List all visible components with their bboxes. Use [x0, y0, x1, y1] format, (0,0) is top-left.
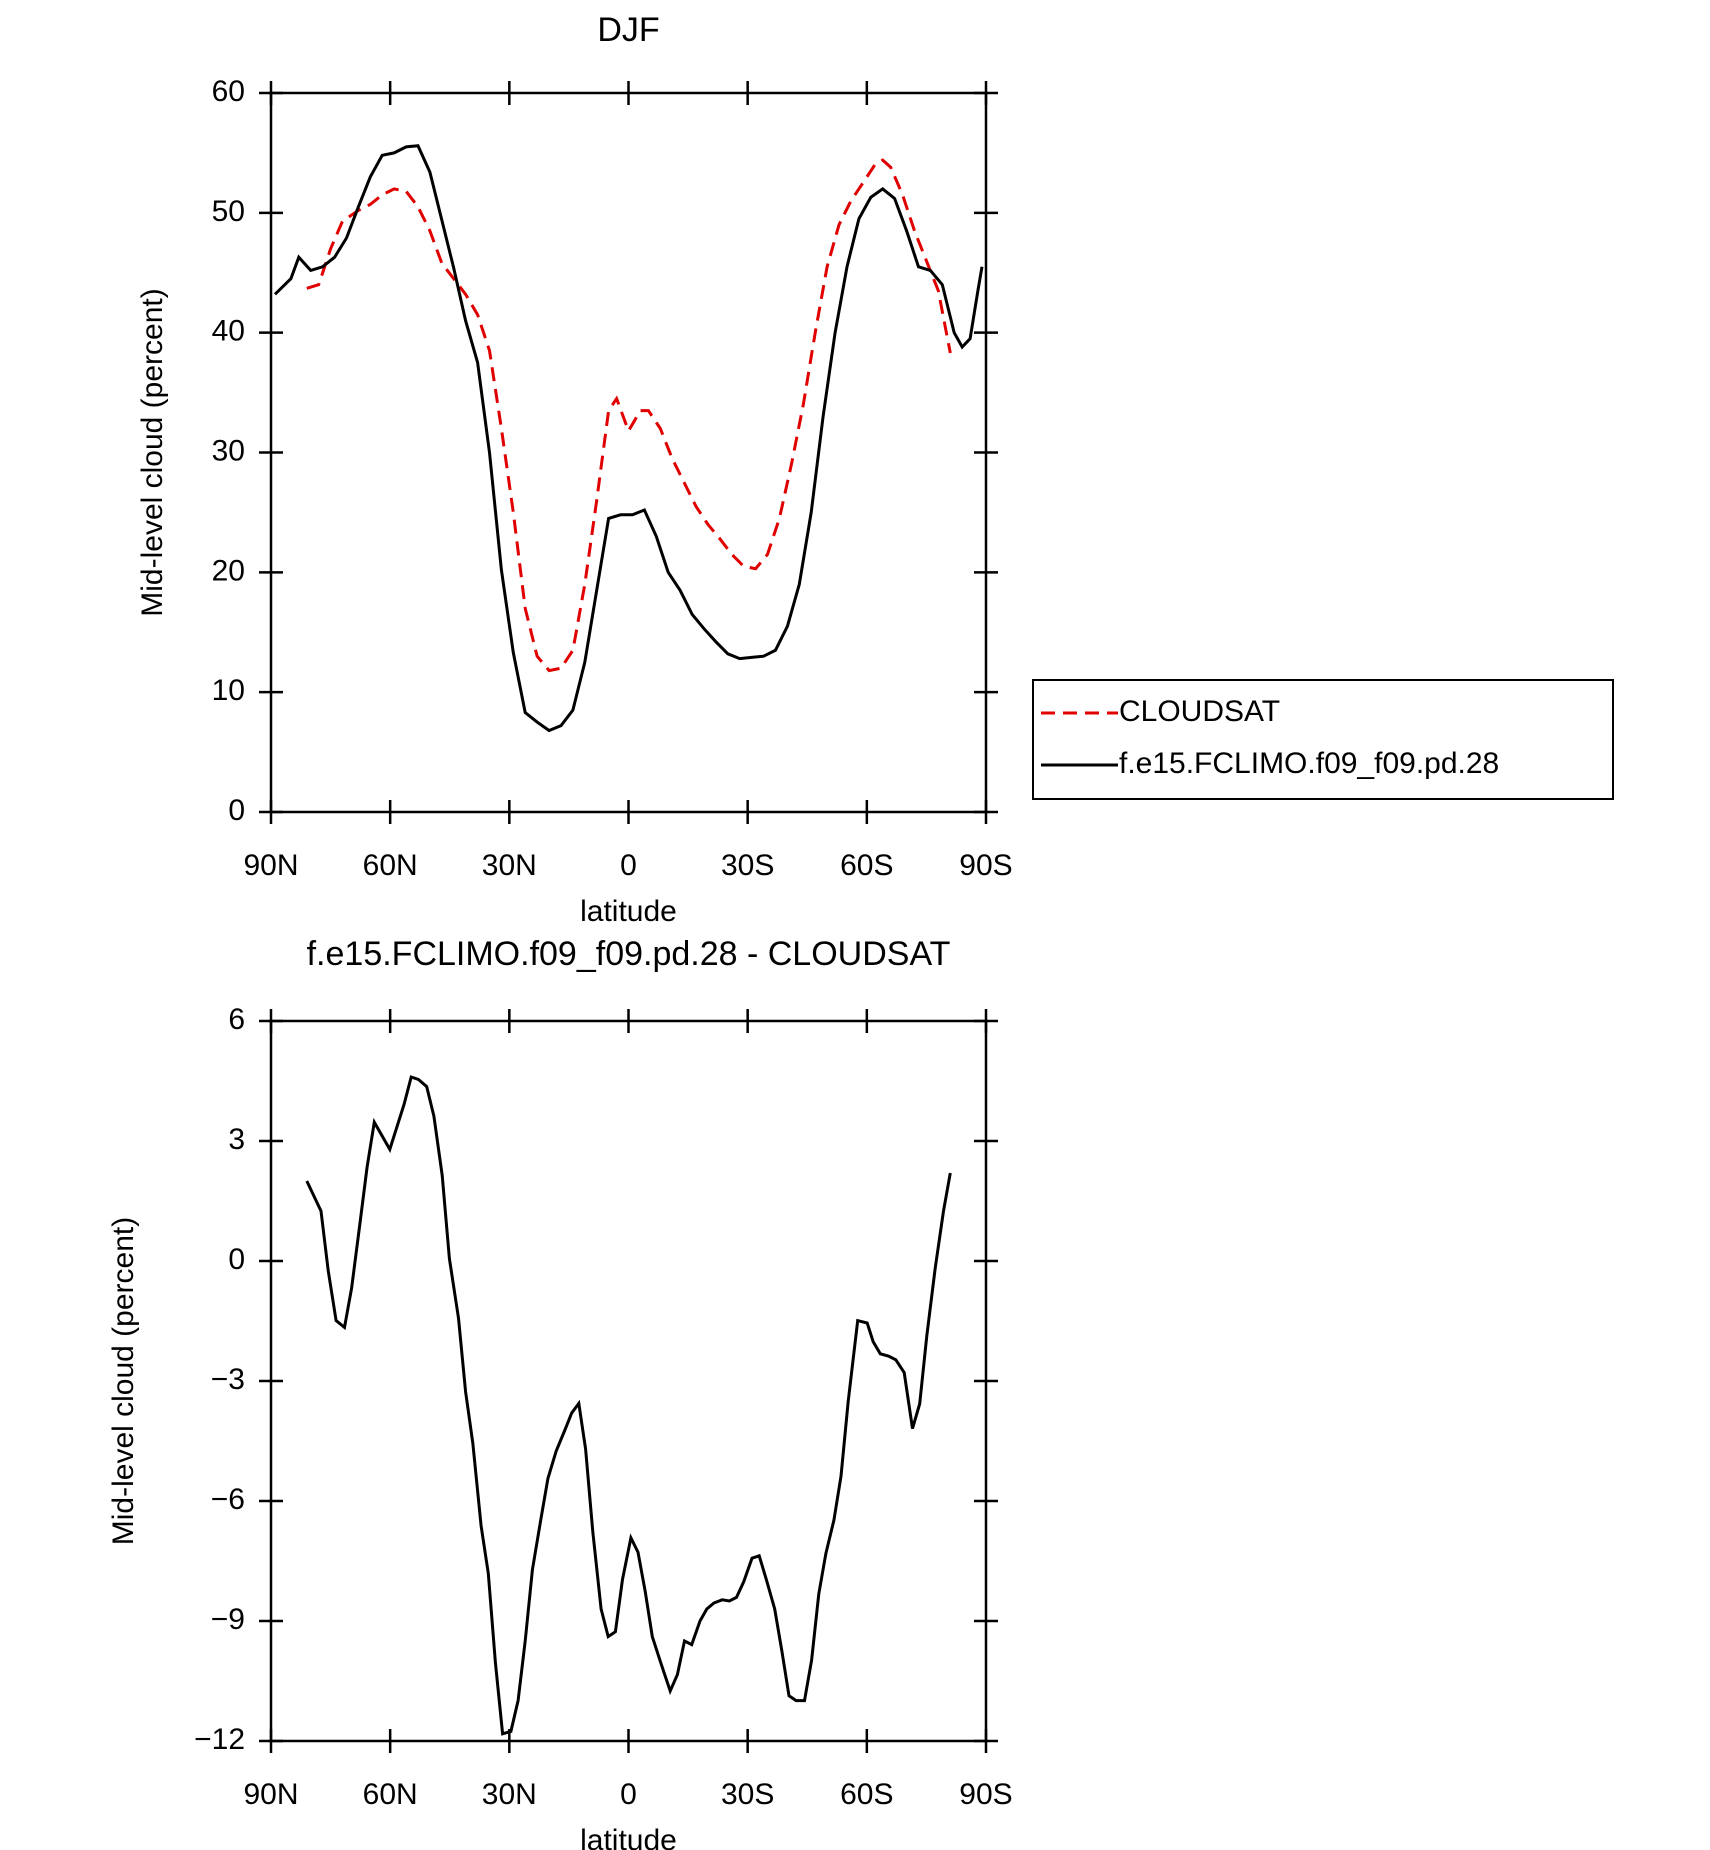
series-line [305, 1075, 952, 1736]
series-line [306, 158, 952, 673]
plot-frame [269, 91, 988, 814]
x-tick-label: 0 [620, 849, 637, 882]
y-tick-label: 60 [212, 75, 245, 108]
y-tick-label: 10 [212, 674, 245, 707]
y-axis-title: Mid-level cloud (percent) [136, 288, 169, 616]
y-tick-label: 0 [228, 794, 245, 827]
legend-box [1032, 679, 1614, 800]
y-tick-label: 40 [212, 315, 245, 348]
chart-title: DJF [597, 11, 659, 49]
x-axis-title: latitude [580, 1824, 677, 1850]
x-tick-label: 30S [721, 1778, 774, 1811]
y-tick-label: −12 [194, 1723, 245, 1756]
y-tick-label: 30 [212, 434, 245, 467]
x-tick-label: 60N [363, 1778, 418, 1811]
y-tick-label: 6 [228, 1003, 245, 1036]
x-tick-label: 0 [620, 1778, 637, 1811]
x-tick-label: 90S [959, 1778, 1012, 1811]
x-tick-label: 30S [721, 849, 774, 882]
plot-frame [269, 1019, 988, 1743]
legend-label: f.e15.FCLIMO.f09_f09.pd.28 [1119, 747, 1499, 780]
x-tick-label: 90N [243, 849, 298, 882]
y-tick-label: −9 [211, 1603, 245, 1636]
legend-label: CLOUDSAT [1119, 695, 1280, 728]
y-tick-label: −3 [211, 1363, 245, 1396]
y-tick-label: 50 [212, 195, 245, 228]
chart-title: f.e15.FCLIMO.f09_f09.pd.28 - CLOUDSAT [307, 935, 951, 973]
y-tick-label: 3 [228, 1123, 245, 1156]
legend: CLOUDSAT f.e15.FCLIMO.f09_f09.pd.28 [1032, 679, 1614, 800]
x-tick-label: 90S [959, 849, 1012, 882]
x-tick-label: 60N [363, 849, 418, 882]
x-axis-title: latitude [580, 895, 677, 928]
y-tick-label: 0 [228, 1243, 245, 1276]
x-tick-label: 60S [840, 1778, 893, 1811]
x-tick-label: 60S [840, 849, 893, 882]
y-axis-title: Mid-level cloud (percent) [107, 1217, 140, 1545]
series-line [273, 144, 984, 733]
y-tick-label: 20 [212, 554, 245, 587]
x-tick-label: 90N [243, 1778, 298, 1811]
x-tick-label: 30N [482, 1778, 537, 1811]
x-tick-label: 30N [482, 849, 537, 882]
y-tick-label: −6 [211, 1483, 245, 1516]
